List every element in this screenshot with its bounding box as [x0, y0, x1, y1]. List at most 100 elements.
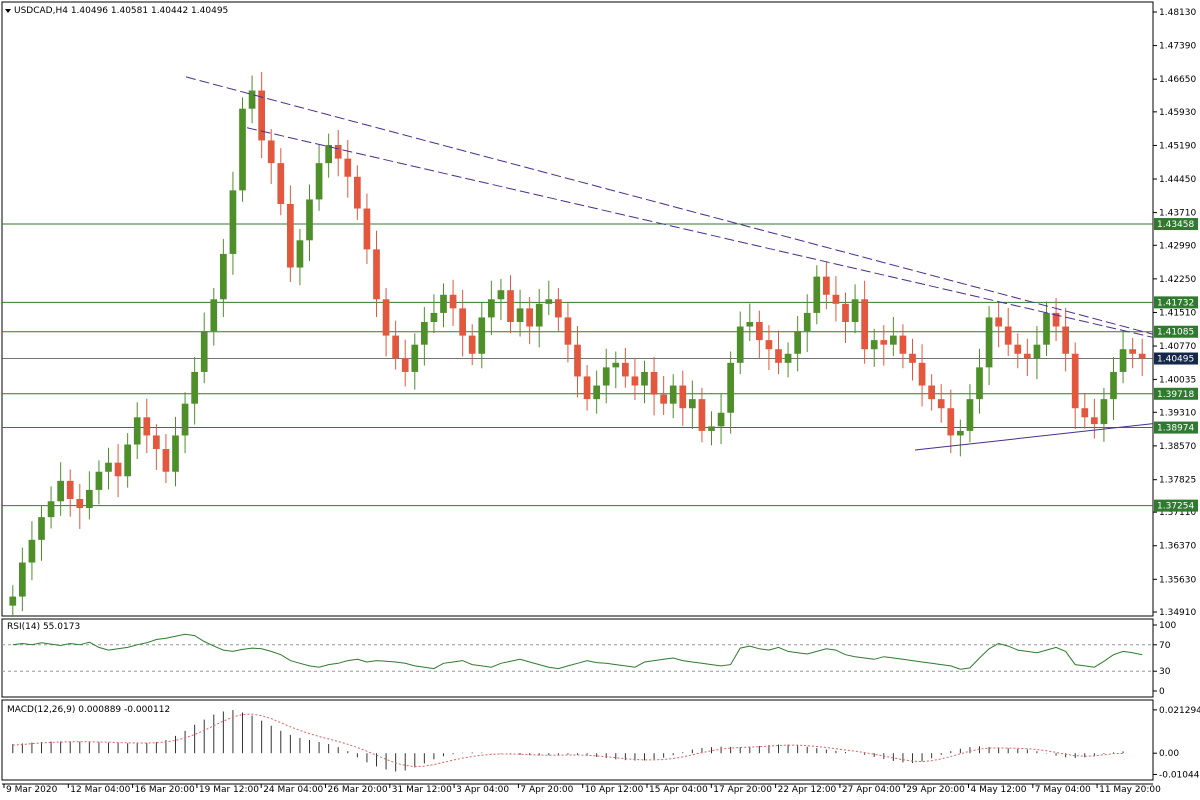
rsi-header: RSI(14) 55.0173	[7, 622, 81, 632]
symbol-dropdown-icon[interactable]	[5, 9, 11, 13]
level-price-box	[1154, 296, 1198, 309]
price-tick-label: 1.39310	[1159, 408, 1196, 418]
candle-body	[698, 399, 706, 431]
candle-body	[545, 299, 553, 304]
candle-body	[689, 399, 696, 409]
time-axis-label: 4 May 12:00	[971, 785, 1027, 795]
candle-body	[162, 449, 170, 472]
price-tick-label: 1.47390	[1159, 42, 1196, 52]
candle-body	[1004, 326, 1012, 345]
candle-body	[1091, 417, 1098, 425]
candle-body	[382, 299, 390, 336]
trendline	[246, 127, 1154, 338]
candle-body	[1043, 312, 1050, 345]
candle-body	[851, 299, 859, 322]
price-tick-label: 1.40035	[1159, 375, 1196, 385]
price-tick-label: 1.41510	[1159, 308, 1196, 318]
macd-header: MACD(12,26,9) 0.000889 -0.000112	[7, 705, 171, 715]
candle-body	[459, 308, 466, 336]
candle-body	[602, 367, 610, 386]
candle-body	[47, 501, 55, 518]
level-price-box	[1154, 499, 1198, 512]
candle-body	[344, 158, 352, 177]
trendline	[914, 423, 1154, 451]
candle-body	[421, 321, 428, 345]
level-price-label: 1.38974	[1157, 424, 1194, 434]
candle-body	[1033, 344, 1041, 359]
candle-body	[229, 190, 237, 254]
macd-tick-label: 0.021294	[1159, 706, 1200, 716]
candle-body	[401, 358, 409, 372]
candle-body	[267, 140, 275, 164]
candle-body	[210, 299, 218, 332]
candle-body	[411, 344, 419, 372]
candle-body	[794, 331, 801, 354]
candle-body	[440, 294, 447, 313]
rsi-tick-label: 0	[1159, 687, 1165, 697]
time-axis-label: 16 Mar 20:00	[135, 785, 195, 795]
time-axis-label: 9 Mar 2020	[6, 785, 58, 795]
candle-body	[172, 435, 179, 472]
candle-body	[641, 371, 648, 386]
candle-body	[38, 517, 45, 540]
rsi-tick-label: 100	[1159, 621, 1176, 631]
candle-body	[220, 253, 227, 300]
macd-signal-line	[12, 713, 1124, 768]
candle-body	[564, 317, 572, 345]
candle-body	[526, 308, 533, 327]
candle-body	[957, 430, 964, 436]
candle-body	[124, 444, 131, 477]
candle-body	[28, 539, 36, 563]
price-tick-label: 1.34910	[1159, 608, 1196, 618]
time-axis-label: 10 Apr 12:00	[585, 785, 644, 795]
candle-body	[258, 90, 265, 141]
level-price-label: 1.41085	[1157, 328, 1194, 338]
candle-body	[823, 276, 830, 295]
candle-body	[660, 394, 667, 404]
candle-body	[727, 362, 734, 413]
candle-body	[191, 371, 198, 404]
price-tick-label: 1.36370	[1159, 542, 1196, 552]
candle-body	[19, 562, 26, 597]
macd-tick-label: -0.010446	[1159, 770, 1200, 780]
price-tick-label: 1.42250	[1159, 275, 1196, 285]
candle-body	[813, 276, 821, 313]
candle-body	[995, 317, 1002, 327]
candle-body	[870, 340, 878, 350]
time-axis-label: 3 Apr 04:00	[456, 785, 509, 795]
level-price-box	[1154, 421, 1198, 434]
candle-body	[784, 353, 792, 363]
level-price-label: 1.37254	[1157, 502, 1194, 512]
time-axis-label: 15 Apr 04:00	[649, 785, 708, 795]
macd-pane	[1, 699, 1154, 781]
candle-body	[181, 403, 189, 436]
candle-body	[296, 240, 304, 268]
trendline	[185, 76, 1154, 335]
time-axis-label: 17 Apr 20:00	[713, 785, 772, 795]
candle-body	[669, 385, 677, 404]
candle-body	[937, 399, 945, 409]
candle-body	[909, 353, 916, 363]
time-axis-label: 7 Apr 20:00	[520, 785, 573, 795]
symbol-header: USDCAD,H4 1.40496 1.40581 1.40442 1.4049…	[14, 6, 229, 16]
candle-body	[650, 371, 658, 395]
time-axis-label: 27 Apr 04:00	[842, 785, 901, 795]
price-tick-label: 1.46650	[1159, 75, 1196, 85]
candle-body	[354, 176, 361, 209]
candle-body	[535, 303, 543, 327]
candle-body	[1024, 353, 1031, 359]
candle-body	[287, 203, 294, 268]
rsi-tick-label: 30	[1159, 667, 1171, 677]
level-price-label: 1.41732	[1157, 298, 1194, 308]
price-tick-label: 1.38570	[1159, 442, 1196, 452]
candle-body	[1110, 371, 1117, 400]
candle-body	[756, 321, 763, 341]
price-tick-label: 1.48130	[1159, 8, 1196, 18]
candle-body	[86, 489, 93, 509]
candle-body	[95, 471, 103, 490]
candle-body	[803, 312, 811, 332]
candle-body	[842, 303, 849, 322]
candle-body	[468, 335, 476, 354]
price-tick-label: 1.43710	[1159, 209, 1196, 219]
candle-body	[708, 426, 715, 431]
